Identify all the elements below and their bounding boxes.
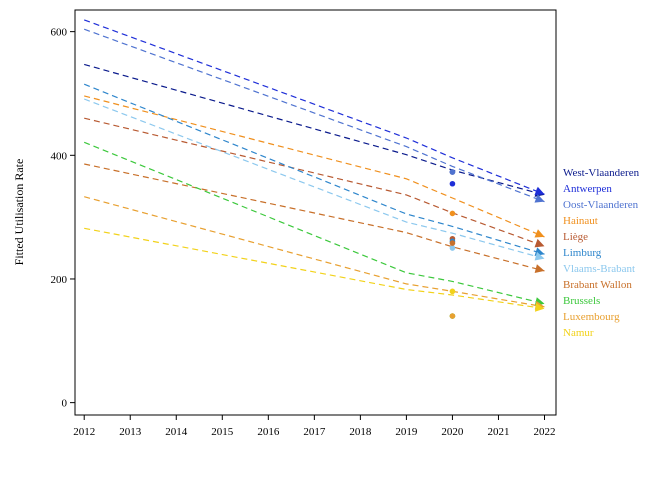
y-tick-label: 400 — [51, 150, 68, 162]
x-tick-label: 2022 — [533, 426, 555, 438]
axes: 2012 2013 2014 2015 2016 2017 2018 2019 2020 2021… — [51, 27, 556, 438]
series-line-brabant-wallon — [84, 163, 545, 272]
legend-entry-antwerpen: Antwerpen — [563, 183, 612, 195]
series-line-namur — [84, 227, 545, 310]
legend-entry-liege: Liège — [563, 231, 588, 243]
x-tick-label: 2019 — [395, 426, 418, 438]
x-tick-label: 2016 — [257, 426, 280, 438]
series-arrowhead-vlaams-brabant — [534, 251, 545, 261]
plot-area — [74, 9, 557, 416]
series-arrowhead-liege — [534, 238, 545, 248]
series-line-west-vlaanderen — [84, 63, 545, 196]
legend-entry-namur: Namur — [563, 327, 594, 339]
observed-point-luxembourg — [449, 313, 456, 319]
series-arrowhead-antwerpen — [534, 186, 545, 196]
x-tick-label: 2021 — [487, 426, 509, 438]
observed-point-oost-vlaanderen — [449, 169, 456, 175]
legend-entry-luxembourg: Luxembourg — [563, 311, 620, 323]
observed-points-group — [449, 169, 456, 319]
x-tick-label: 2020 — [441, 426, 464, 438]
x-tick-label: 2013 — [119, 426, 142, 438]
legend-entry-limburg: Limburg — [563, 247, 602, 259]
x-tick-label: 2012 — [73, 426, 95, 438]
observed-point-hainaut — [449, 210, 456, 217]
y-tick-label: 0 — [62, 398, 68, 410]
observed-point-brabant-wallon — [449, 240, 456, 246]
series-group — [83, 19, 545, 312]
legend-entry-hainaut: Hainaut — [563, 215, 598, 227]
series-line-limburg — [83, 83, 545, 255]
legend-entry-vlaams-brabant: Vlaams-Brabant — [563, 263, 635, 275]
series-arrowhead-oost-vlaanderen — [534, 194, 545, 203]
series-arrowhead-hainaut — [534, 229, 545, 238]
x-tick-label: 2014 — [165, 426, 188, 438]
x-tick-label: 2017 — [303, 426, 326, 438]
y-axis-label: Fitted Utilisation Rate — [12, 159, 26, 266]
legend-entry-west-vlaanderen: West-Vlaanderen — [563, 167, 640, 179]
legend-entry-oost-vlaanderen: Oost-Vlaanderen — [563, 199, 639, 211]
x-tick-label: 2018 — [349, 426, 372, 438]
series-line-vlaams-brabant — [83, 98, 545, 260]
legend: West-Vlaanderen Antwerpen Oost-Vlaanderen H… — [563, 167, 640, 339]
y-tick-label: 600 — [51, 27, 68, 39]
observed-point-vlaams-brabant — [449, 245, 456, 251]
legend-entry-brussels: Brussels — [563, 295, 600, 307]
y-tick-label: 200 — [51, 274, 68, 286]
legend-entry-brabant-wallon: Brabant Wallon — [563, 279, 632, 291]
series-line-oost-vlaanderen — [83, 28, 545, 203]
series-arrowhead-namur — [534, 302, 545, 312]
series-line-brussels — [83, 141, 545, 305]
series-line-liege — [84, 117, 545, 247]
x-tick-label: 2015 — [211, 426, 234, 438]
series-line-hainaut — [84, 95, 545, 238]
series-arrowhead-brabant-wallon — [534, 264, 545, 274]
observed-point-antwerpen — [449, 180, 456, 187]
observed-point-namur — [449, 288, 456, 295]
series-line-antwerpen — [83, 19, 545, 195]
